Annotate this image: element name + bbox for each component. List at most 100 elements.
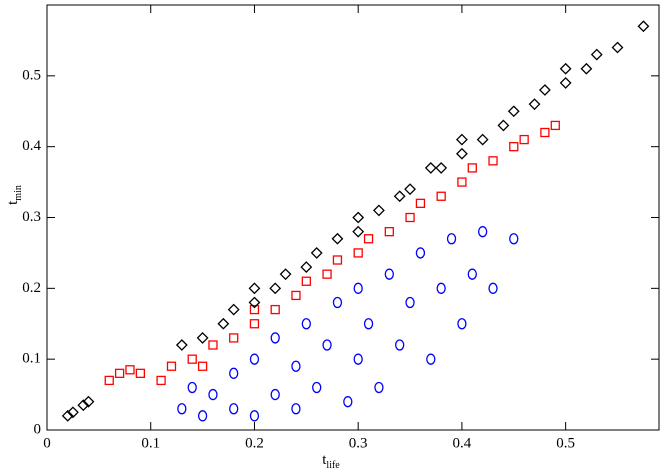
- square-point: [291, 290, 301, 301]
- square-point: [125, 365, 135, 375]
- square-point: [301, 276, 311, 286]
- circle-point: [208, 388, 218, 401]
- square-point: [384, 227, 394, 237]
- diamond-point: [497, 119, 510, 132]
- diamond-point: [424, 161, 437, 174]
- square-point: [519, 134, 529, 145]
- circle-point: [467, 268, 477, 280]
- diamond-point: [352, 211, 365, 224]
- circle-point: [229, 367, 239, 379]
- square-point: [187, 354, 197, 364]
- square-point: [156, 375, 166, 386]
- diamond-point: [393, 190, 406, 203]
- square-point: [197, 361, 208, 371]
- square-point: [249, 319, 260, 329]
- circle-point: [249, 353, 260, 365]
- circle-point: [353, 353, 363, 365]
- square-point: [114, 368, 125, 378]
- square-point: [353, 248, 363, 258]
- circle-point: [332, 296, 343, 309]
- diamond-point: [77, 399, 90, 412]
- diamond-point: [528, 98, 541, 111]
- diamond-point: [175, 339, 188, 351]
- circle-point: [291, 403, 301, 415]
- diamond-point: [279, 268, 292, 281]
- y-tick-label: 0.3: [22, 209, 41, 225]
- circle-point: [249, 410, 260, 422]
- diamond-point: [590, 48, 603, 61]
- square-point: [540, 127, 550, 138]
- square-point: [208, 340, 218, 350]
- circle-point: [509, 233, 519, 245]
- diamond-point: [404, 183, 416, 196]
- circle-point: [291, 360, 301, 372]
- square-point: [436, 191, 446, 201]
- square-point: [229, 333, 239, 343]
- square-point: [332, 255, 343, 265]
- x-tick-label: 0.3: [349, 435, 368, 451]
- diamond-point: [559, 62, 572, 75]
- diamond-point: [331, 232, 344, 245]
- y-tick-label: 0.1: [22, 351, 41, 367]
- diamond-point: [611, 41, 624, 54]
- y-tick-label: 0.2: [22, 280, 41, 296]
- y-axis-label: tmin: [5, 185, 24, 205]
- circle-point: [353, 282, 363, 294]
- square-point: [249, 304, 260, 315]
- circle-point: [415, 247, 426, 259]
- circle-point: [363, 318, 374, 330]
- circle-point: [197, 410, 208, 422]
- x-axis-label: tlife: [322, 452, 340, 471]
- circle-point: [270, 332, 280, 344]
- diamond-point: [352, 225, 365, 238]
- diamond-point: [227, 303, 240, 316]
- square-point: [415, 198, 426, 208]
- diamond-point: [580, 62, 593, 75]
- diamond-point: [455, 147, 468, 160]
- circle-point: [187, 381, 197, 394]
- diamond-point: [300, 261, 313, 274]
- square-point: [405, 212, 415, 223]
- diamond-point: [248, 282, 261, 295]
- circle-point: [301, 318, 311, 330]
- diamond-point: [310, 246, 323, 259]
- square-point: [104, 375, 114, 386]
- diamond-point: [67, 406, 79, 419]
- square-point: [270, 304, 280, 315]
- circle-point: [384, 268, 394, 280]
- circle-point: [426, 353, 436, 365]
- diamond-point: [248, 296, 261, 309]
- x-tick-label: 0.4: [453, 435, 472, 451]
- x-label-main: t: [322, 452, 327, 468]
- diamond-point: [476, 133, 489, 146]
- y-tick-label: 0.4: [22, 138, 41, 154]
- x-label-sub: life: [326, 460, 340, 471]
- diamond-point: [455, 133, 468, 146]
- circle-point: [374, 381, 384, 394]
- y-label-main: t: [5, 200, 21, 205]
- circle-point: [312, 381, 322, 394]
- square-point: [457, 177, 467, 187]
- diamond-point: [507, 105, 520, 118]
- circle-point: [488, 282, 498, 294]
- square-point: [322, 269, 332, 279]
- circle-point: [322, 339, 332, 351]
- circle-point: [436, 282, 446, 294]
- square-point: [488, 156, 498, 166]
- circle-point: [177, 403, 187, 415]
- x-tick-label: 0.2: [245, 435, 264, 451]
- diamond-point: [61, 409, 74, 422]
- diamond-point: [196, 331, 209, 344]
- circle-point: [395, 339, 405, 351]
- circle-point: [343, 396, 353, 408]
- x-tick-label: 0.5: [556, 435, 575, 451]
- square-point: [363, 234, 374, 244]
- square-point: [135, 368, 146, 378]
- square-point: [509, 142, 519, 152]
- diamond-point: [217, 317, 230, 330]
- circle-point: [478, 226, 488, 238]
- circle-point: [405, 296, 415, 309]
- x-tick-label: 0.1: [141, 435, 160, 451]
- y-label-sub: min: [13, 185, 24, 201]
